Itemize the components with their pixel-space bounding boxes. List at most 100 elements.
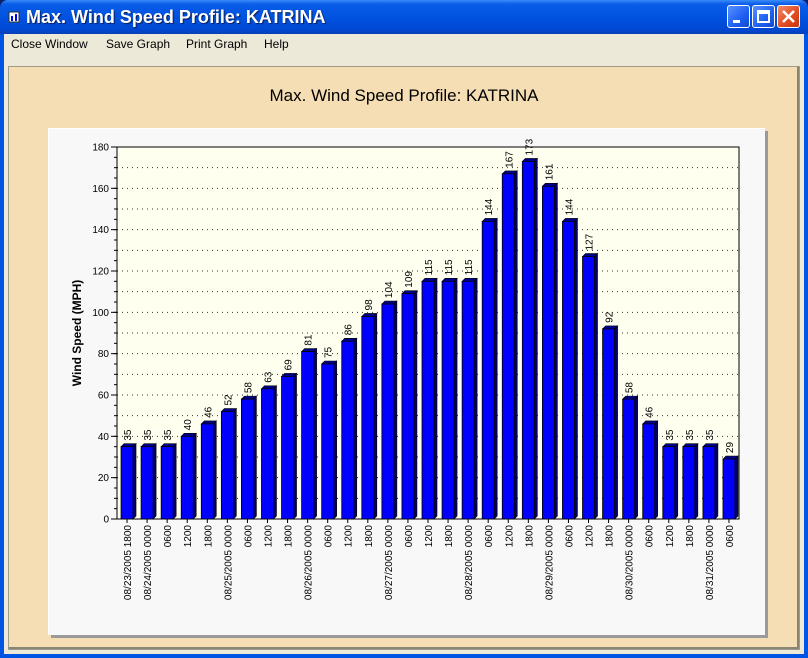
- x-tick-label: 1200: [183, 525, 194, 548]
- close-button[interactable]: [777, 5, 800, 28]
- bar-side: [172, 442, 177, 520]
- bar: [521, 161, 535, 520]
- menu-save-graph[interactable]: Save Graph: [106, 37, 171, 51]
- y-tick-label: 60: [98, 391, 110, 402]
- bar-side: [333, 360, 337, 520]
- bar: [381, 303, 395, 520]
- bar: [180, 435, 194, 520]
- maximize-icon: [757, 10, 770, 23]
- y-tick-label: 120: [92, 267, 109, 278]
- bar-side: [132, 442, 137, 520]
- x-tick-label: 0600: [163, 525, 174, 548]
- data-label: 35: [163, 429, 174, 441]
- bar: [220, 411, 234, 520]
- x-tick-label: 08/27/2005 0000: [384, 525, 395, 601]
- bar: [140, 446, 154, 520]
- bar-side: [313, 347, 317, 520]
- maximize-button[interactable]: [752, 5, 775, 28]
- data-label: 35: [123, 429, 134, 441]
- x-tick-label: 0600: [243, 525, 254, 548]
- app-icon: [8, 11, 20, 23]
- bar: [421, 280, 435, 520]
- bar: [401, 293, 415, 520]
- data-label: 52: [223, 394, 234, 406]
- y-tick-label: 20: [98, 473, 110, 484]
- data-label: 144: [484, 198, 495, 215]
- data-label: 35: [143, 429, 154, 441]
- y-tick-label: 180: [92, 143, 109, 154]
- bar: [361, 316, 375, 520]
- data-label: 167: [504, 151, 515, 168]
- chart-panel: 0 20 40 60 80 100 120 140 160 180 Wind Speed (MPH)…: [48, 128, 765, 635]
- bar: [200, 423, 214, 520]
- menu-help[interactable]: Help: [264, 37, 289, 51]
- bar: [261, 388, 274, 520]
- data-label: 46: [645, 406, 656, 418]
- bar-side: [554, 182, 558, 520]
- data-label: 98: [364, 299, 375, 311]
- bar: [341, 340, 355, 520]
- x-tick-label: 1800: [203, 525, 214, 548]
- bar: [241, 398, 254, 520]
- bar: [662, 446, 676, 520]
- x-tick-label: 08/28/2005 0000: [464, 525, 475, 601]
- chart-title: Max. Wind Speed Profile: KATRINA: [269, 86, 539, 105]
- x-tick-label: 08/26/2005 0000: [304, 525, 315, 601]
- bar: [722, 458, 736, 520]
- bar-side: [594, 252, 598, 520]
- x-tick-label: 08/31/2005 0000: [705, 525, 716, 601]
- data-label: 69: [284, 359, 295, 371]
- bar: [160, 446, 174, 520]
- x-tick-label: 1200: [585, 525, 596, 548]
- bar-side: [614, 325, 618, 520]
- bar-side: [253, 395, 257, 520]
- bar-side: [212, 420, 217, 520]
- bar-side: [734, 455, 739, 520]
- x-tick-label: 1800: [364, 525, 375, 548]
- bar: [682, 446, 696, 520]
- x-tick-label: 0600: [324, 525, 335, 548]
- menu-print-graph[interactable]: Print Graph: [186, 37, 248, 51]
- bar-side: [293, 372, 297, 520]
- data-label: 127: [585, 233, 596, 250]
- title-bar[interactable]: Max. Wind Speed Profile: KATRINA: [0, 0, 808, 34]
- x-tick-label: 1200: [665, 525, 676, 548]
- data-label: 58: [243, 382, 254, 394]
- minimize-button[interactable]: [727, 5, 750, 28]
- x-tick-label: 1800: [444, 525, 455, 548]
- bar-side: [534, 157, 538, 520]
- x-tick-label: 1800: [605, 525, 616, 548]
- data-label: 81: [304, 334, 315, 346]
- data-label: 161: [544, 163, 555, 180]
- data-label: 35: [665, 429, 676, 441]
- bar: [582, 256, 595, 520]
- bar: [622, 398, 636, 520]
- close-icon: [782, 10, 795, 23]
- data-label: 75: [324, 346, 335, 358]
- bar-side: [433, 277, 438, 520]
- x-tick-label: 0600: [564, 525, 575, 548]
- bar: [642, 423, 656, 520]
- bar-side: [674, 442, 679, 520]
- data-label: 40: [183, 419, 194, 431]
- bar-chart: 0 20 40 60 80 100 120 140 160 180 Wind Speed (MPH)…: [70, 138, 740, 601]
- window-title: Max. Wind Speed Profile: KATRINA: [26, 7, 326, 27]
- x-tick-label: 1200: [504, 525, 515, 548]
- data-label: 29: [725, 442, 736, 454]
- bar: [541, 185, 555, 520]
- bar: [602, 328, 615, 520]
- bar-side: [413, 290, 418, 520]
- bar: [461, 280, 475, 520]
- menu-close-window[interactable]: Close Window: [11, 37, 88, 51]
- data-label: 144: [564, 198, 575, 215]
- x-tick-label: 08/29/2005 0000: [544, 525, 555, 601]
- x-tick-label: 08/30/2005 0000: [625, 525, 636, 601]
- data-label: 35: [685, 429, 696, 441]
- bar: [441, 280, 455, 520]
- menu-bar: Close Window Save Graph Print Graph Help: [4, 34, 804, 54]
- data-label: 109: [404, 271, 415, 288]
- bar-side: [714, 442, 719, 520]
- bar: [301, 351, 315, 520]
- data-label: 35: [705, 429, 716, 441]
